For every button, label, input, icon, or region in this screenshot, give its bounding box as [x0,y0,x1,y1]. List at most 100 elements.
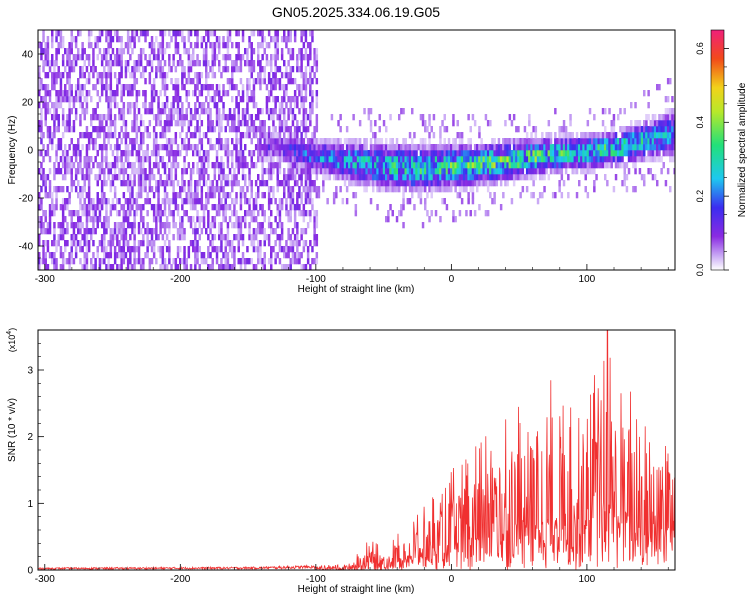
spectrogram-cell [452,210,455,217]
spectrogram-cell [55,96,58,103]
spectrogram-cell [421,180,425,187]
spectrogram-cell [233,66,236,73]
spectrogram-cell [68,198,71,205]
spectrogram-cell [406,198,410,205]
spectrogram-cell [673,126,675,133]
spectrogram-cell [647,114,650,121]
spectrogram-cell [287,252,290,259]
spectrogram-cell [562,144,566,151]
spectrogram-cell [66,126,69,133]
spectrogram-cell [122,162,126,169]
spectrogram-cell [319,162,323,169]
spectrogram-cell [241,96,245,103]
snr-multiplier-close: ) [7,328,17,331]
spectrogram-cell [79,168,82,175]
spectrogram-cell [189,78,193,85]
spectrogram-cell [70,174,73,181]
spectrogram-cell [144,66,147,73]
spectrogram-cell [306,252,310,259]
spectrogram-cell [192,228,195,235]
spectrogram-cell [94,114,97,121]
spectrogram-cell [469,186,472,193]
spectrogram-cell [248,210,251,217]
spectrogram-cell [378,186,381,193]
spectrogram-cell [274,54,277,61]
spectrogram-cell [209,186,212,193]
spectrogram-cell [291,48,295,55]
spectrogram-cell [237,240,240,247]
spectrogram-cell [192,132,195,139]
spectrogram-cell [163,60,167,67]
spectrogram-cell [486,156,490,163]
spectrogram-cell [556,156,559,163]
spectrogram-cell [460,162,464,169]
spectrogram-cell [623,138,626,145]
spectrogram-cell [113,102,117,109]
spectrogram-cell [85,252,89,259]
spectrogram-cell [374,162,377,169]
spectrogram-cell [239,222,243,229]
spectrogram-cell [660,120,663,127]
spectrogram-cell [79,240,82,247]
spectrogram-cell [586,162,590,169]
spectrogram-cell [358,156,362,163]
spectrogram-cell [85,132,89,139]
spectrogram-cell [196,54,199,61]
spectrogram-cell [508,150,512,157]
spectrogram-cell [584,162,587,169]
spectrogram-cell [580,162,583,169]
spectrogram-cell [42,60,45,67]
spectrogram-cell [387,144,390,151]
spectrogram-cell [202,168,206,175]
spectrogram-cell [165,72,169,79]
spectrogram-cell [55,150,58,157]
spectrogram-cell [92,72,95,79]
spectrogram-cell [651,120,655,127]
spectrogram-cell [393,144,397,151]
spectrogram-cell [105,264,108,270]
spectrogram-cell [40,228,43,235]
spectrogram-cell [237,42,240,49]
spectrogram-cell [40,84,43,91]
spectrogram-cell [278,246,282,253]
spectrogram-cell [120,150,123,157]
spectrogram-cell [226,234,230,241]
spectrogram-cell [510,120,514,127]
spectrogram-cell [510,174,514,181]
spectrogram-cell [562,180,566,187]
spectrogram-cell [168,138,171,145]
spectrogram-cell [226,264,230,270]
spectrogram-cell [315,258,319,265]
spectrogram-cell [619,126,622,133]
spectrogram-cell [68,66,71,73]
spectrogram-cell [48,90,52,97]
spectrogram-cell [194,258,197,265]
spectrogram-cell [124,60,128,67]
spectrogram-cell [144,186,147,193]
spectrogram-cell [283,180,286,187]
spectrogram-cell [248,42,251,49]
spectrogram-cell [79,246,82,253]
spectrogram-cell [302,126,306,133]
spectrogram-cell [478,204,481,211]
spectrogram-cell [612,186,616,193]
spectrogram-cell [196,162,199,169]
spectrogram-cell [142,72,145,79]
spectrogram-cell [165,264,169,270]
spectrogram-cell [241,132,245,139]
spectrogram-cell [270,258,273,265]
spectrogram-cell [257,192,260,199]
spectrogram-cell [163,168,167,175]
spectrogram-cell [415,168,418,175]
spectrogram-cell [105,180,108,187]
spectrogram-cell [506,156,509,163]
spectrogram-cell [81,48,84,55]
spectrogram-cell [79,84,82,91]
spectrogram-cell [77,138,80,145]
spectrogram-cell [424,162,427,169]
spectrogram-cell [489,168,492,175]
spectrogram-cell [391,162,394,169]
spectrogram-cell [463,150,466,157]
spectrogram-cell [291,54,295,61]
spectrogram-cell [439,156,442,163]
